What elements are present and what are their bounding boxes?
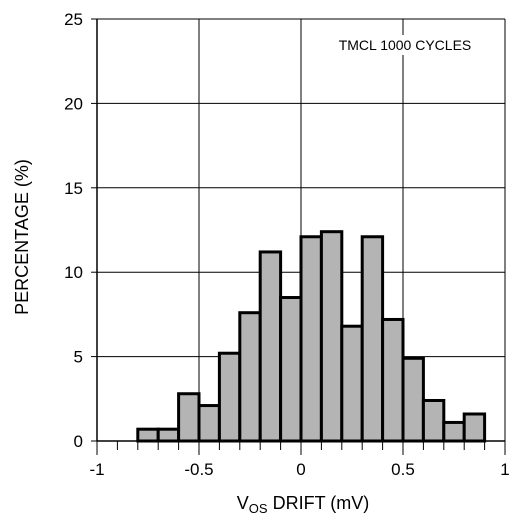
x-tick-label: 1 — [500, 460, 509, 479]
x-axis-title-subscript: OS — [249, 501, 268, 516]
histogram-bar-14 — [421, 398, 446, 443]
y-tick-labels: 0 5 10 15 20 25 — [64, 10, 83, 451]
histogram-bar-8 — [299, 235, 323, 443]
y-tick-label: 20 — [64, 94, 83, 113]
annotation-label: TMCL 1000 CYCLES — [339, 37, 472, 53]
axes — [91, 18, 506, 455]
histogram-bar-4 — [217, 351, 242, 443]
x-axis-title-prefix: V — [237, 493, 249, 513]
bars-group — [136, 230, 487, 443]
histogram-bar-15 — [442, 420, 466, 443]
histogram-bar-13 — [401, 356, 425, 443]
histogram-bar-7 — [279, 296, 303, 443]
x-axis-title: VOS DRIFT (mV) — [237, 493, 369, 516]
histogram-bar-16 — [462, 412, 487, 443]
y-tick-label: 15 — [64, 179, 83, 198]
histogram-bar-2 — [177, 392, 201, 443]
y-tick-label: 25 — [64, 10, 83, 29]
histogram-bar-1 — [156, 427, 181, 443]
histogram-bar-10 — [340, 324, 364, 443]
x-tick-label: -0.5 — [184, 460, 213, 479]
x-axis-title-suffix: DRIFT (mV) — [268, 493, 370, 513]
histogram-bar-11 — [360, 235, 385, 443]
y-axis-title: PERCENTAGE (%) — [12, 159, 32, 315]
histogram-bar-5 — [238, 311, 262, 443]
histogram-bar-12 — [381, 317, 405, 443]
histogram-bar-9 — [319, 230, 344, 443]
x-tick-label: 0 — [296, 460, 305, 479]
y-tick-label: 5 — [74, 348, 83, 367]
grid-lines — [97, 18, 506, 441]
annotation-background — [334, 35, 476, 55]
histogram-bar-0 — [136, 427, 160, 443]
x-tick-label: 0.5 — [391, 460, 415, 479]
x-tick-label: -1 — [89, 460, 104, 479]
x-tick-labels: -1 -0.5 0 0.5 1 — [89, 460, 509, 479]
histogram-bar-3 — [197, 404, 221, 443]
y-tick-label: 0 — [74, 432, 83, 451]
histogram-bar-6 — [258, 250, 283, 443]
y-tick-label: 10 — [64, 263, 83, 282]
